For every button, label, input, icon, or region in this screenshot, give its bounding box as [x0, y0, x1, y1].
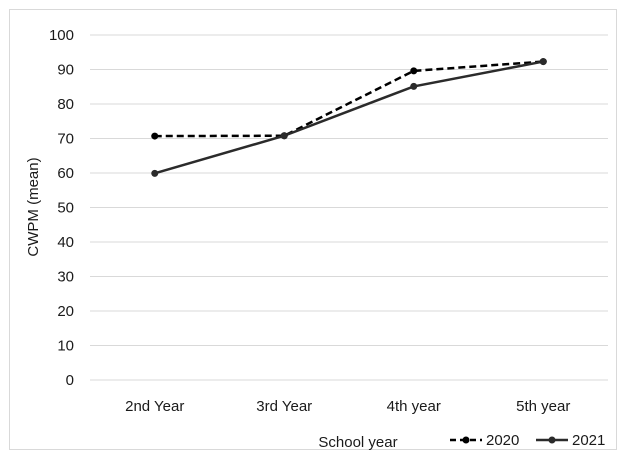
legend-label-2020: 2020 — [486, 432, 519, 449]
legend-label-2021: 2021 — [572, 432, 605, 449]
y-tick-label: 20 — [57, 303, 74, 320]
legend-marker-2021 — [548, 436, 556, 444]
chart-frame — [9, 9, 617, 450]
series-lines — [154, 60, 544, 175]
data-point-2020 — [410, 67, 418, 75]
data-point-2021 — [539, 58, 547, 66]
y-tick-label: 60 — [57, 165, 74, 182]
y-tick-label: 70 — [57, 131, 74, 148]
data-point-2020 — [151, 132, 159, 140]
data-point-2021 — [280, 132, 288, 140]
y-tick-label: 90 — [57, 62, 74, 79]
y-tick-label: 50 — [57, 200, 74, 217]
x-tick-label: 3rd Year — [256, 398, 312, 415]
x-tick-label: 2nd Year — [125, 398, 184, 415]
x-axis-title: School year — [318, 434, 397, 451]
x-tick-label: 4th year — [387, 398, 441, 415]
data-point-2021 — [410, 82, 418, 90]
series-line-2020 — [154, 60, 544, 138]
x-tick-label: 5th year — [516, 398, 570, 415]
y-tick-label: 0 — [66, 372, 74, 389]
legend-marker-2020 — [462, 436, 470, 444]
series-points — [151, 58, 547, 177]
y-tick-label: 40 — [57, 234, 74, 251]
y-tick-label: 80 — [57, 96, 74, 113]
y-tick-label: 10 — [57, 338, 74, 355]
series-line-2021 — [154, 60, 544, 175]
gridlines — [90, 34, 608, 381]
x-tick-labels: 2nd Year 3rd Year 4th year 5th year — [125, 398, 570, 415]
data-point-2021 — [151, 169, 159, 177]
y-tick-label: 30 — [57, 269, 74, 286]
legend: 2020 2021 — [450, 432, 605, 449]
y-tick-labels: 0 10 20 30 40 50 60 70 80 90 100 — [49, 27, 74, 389]
y-axis-title: CWPM (mean) — [25, 157, 42, 256]
y-tick-label: 100 — [49, 27, 74, 44]
